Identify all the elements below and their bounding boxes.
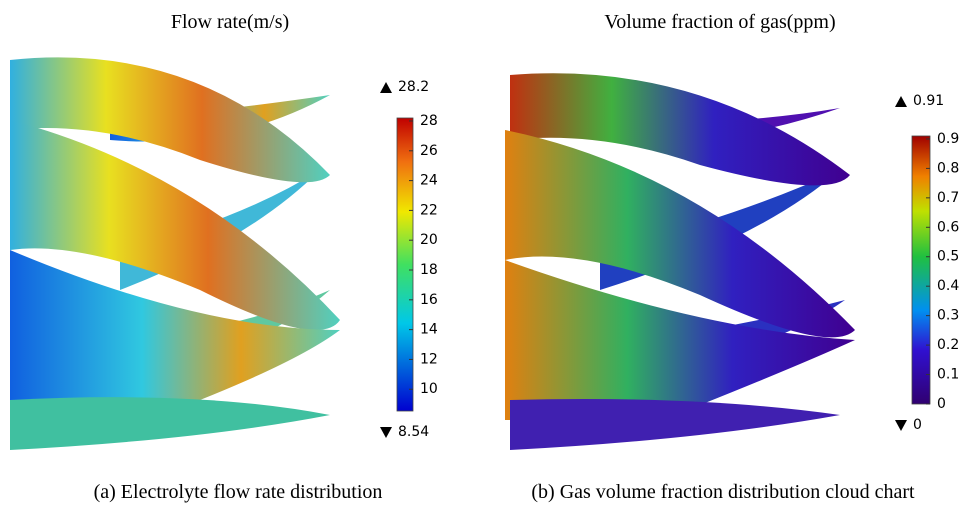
tick-label: 0.3	[937, 308, 959, 324]
tick-label: 0.4	[937, 278, 959, 294]
colorbar-min: 8.54	[398, 424, 429, 440]
gas-render	[505, 73, 855, 450]
panel-title: Flow rate(m/s)	[171, 11, 289, 33]
tick-label: 0.6	[937, 219, 959, 235]
tick-label: 12	[420, 351, 438, 367]
panel-caption: (a) Electrolyte flow rate distribution	[94, 481, 383, 503]
tick-label: 16	[420, 292, 438, 308]
panel-title: Volume fraction of gas(ppm)	[604, 11, 835, 33]
tick-label: 0.2	[937, 337, 959, 353]
tick-label: 0.7	[937, 190, 959, 206]
tick-label: 0.8	[937, 160, 959, 176]
min-marker	[380, 427, 392, 438]
tick-label: 0.1	[937, 367, 959, 383]
tick-label: 18	[420, 262, 438, 278]
flow-render	[10, 57, 340, 450]
max-marker	[380, 82, 392, 93]
colorbar	[912, 136, 930, 404]
tick-label: 0.5	[937, 249, 959, 265]
tick-label: 26	[420, 143, 438, 159]
tick-label: 24	[420, 173, 438, 189]
tick-label: 28	[420, 113, 438, 129]
tick-label: 20	[420, 232, 438, 248]
tick-label: 0.9	[937, 131, 959, 147]
colorbar	[397, 118, 413, 411]
min-marker	[895, 420, 907, 431]
colorbar-min: 0	[913, 417, 922, 433]
figure: Flow rate(m/s) (a) Electrolyte flow rate …	[0, 0, 975, 505]
panel-caption: (b) Gas volume fraction distribution clo…	[531, 481, 915, 503]
colorbar-max: 0.91	[913, 93, 944, 109]
tick-label: 22	[420, 202, 438, 218]
tick-label: 0	[937, 396, 946, 412]
tick-label: 10	[420, 381, 438, 397]
colorbar-max: 28.2	[398, 79, 429, 95]
tick-label: 14	[420, 322, 438, 338]
max-marker	[895, 96, 907, 107]
